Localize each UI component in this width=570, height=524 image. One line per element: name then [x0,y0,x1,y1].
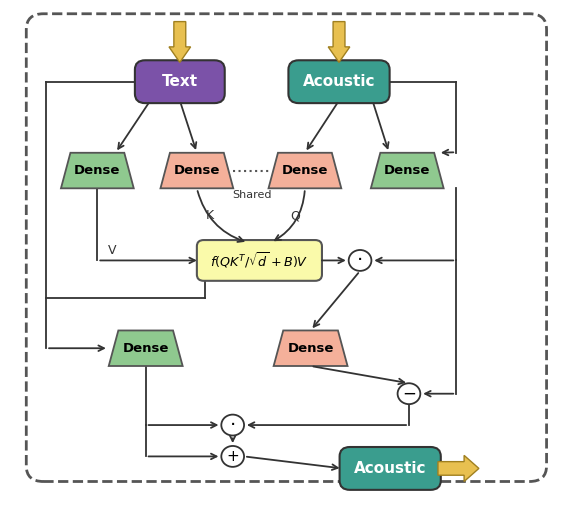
Polygon shape [109,331,182,366]
Text: ·: · [230,416,236,434]
Text: Dense: Dense [282,164,328,177]
Circle shape [349,250,372,271]
Polygon shape [371,153,443,188]
Polygon shape [274,331,348,366]
Text: Acoustic: Acoustic [354,461,426,476]
FancyArrow shape [169,21,190,62]
Text: K: K [205,209,214,222]
FancyBboxPatch shape [340,447,441,490]
Text: −: − [402,385,416,403]
Polygon shape [268,153,341,188]
Text: Dense: Dense [74,164,120,177]
Text: Dense: Dense [123,342,169,355]
FancyBboxPatch shape [197,240,322,281]
Circle shape [221,446,244,467]
Text: +: + [226,449,239,464]
Polygon shape [61,153,134,188]
FancyBboxPatch shape [135,60,225,103]
FancyArrow shape [328,21,350,62]
Text: ·: · [357,251,363,270]
Text: Acoustic: Acoustic [303,74,375,89]
Text: Text: Text [162,74,198,89]
Circle shape [398,383,420,404]
Text: Dense: Dense [287,342,334,355]
FancyBboxPatch shape [288,60,390,103]
Text: Shared: Shared [232,190,272,200]
FancyArrow shape [438,455,479,482]
Polygon shape [161,153,233,188]
Text: Dense: Dense [174,164,220,177]
Circle shape [221,414,244,435]
Text: V: V [108,244,116,257]
Text: Dense: Dense [384,164,430,177]
Text: Q: Q [291,209,300,222]
Text: $f(QK^T/\sqrt{d}+B)V$: $f(QK^T/\sqrt{d}+B)V$ [210,250,308,270]
